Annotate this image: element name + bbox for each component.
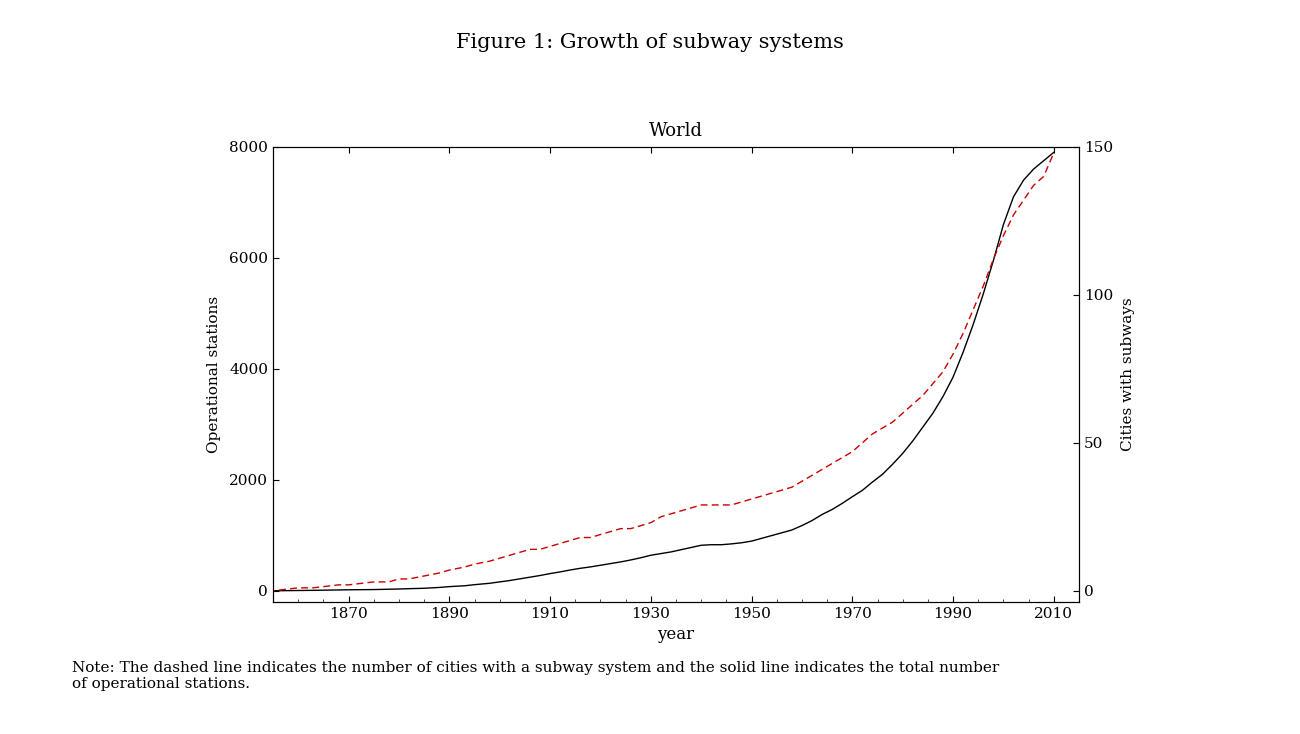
Title: World: World [649, 122, 703, 139]
X-axis label: year: year [658, 626, 694, 643]
Text: Note: The dashed line indicates the number of cities with a subway system and th: Note: The dashed line indicates the numb… [72, 661, 998, 691]
Y-axis label: Operational stations: Operational stations [207, 296, 221, 453]
Y-axis label: Cities with subways: Cities with subways [1122, 297, 1135, 451]
Text: Figure 1: Growth of subway systems: Figure 1: Growth of subway systems [456, 33, 844, 52]
